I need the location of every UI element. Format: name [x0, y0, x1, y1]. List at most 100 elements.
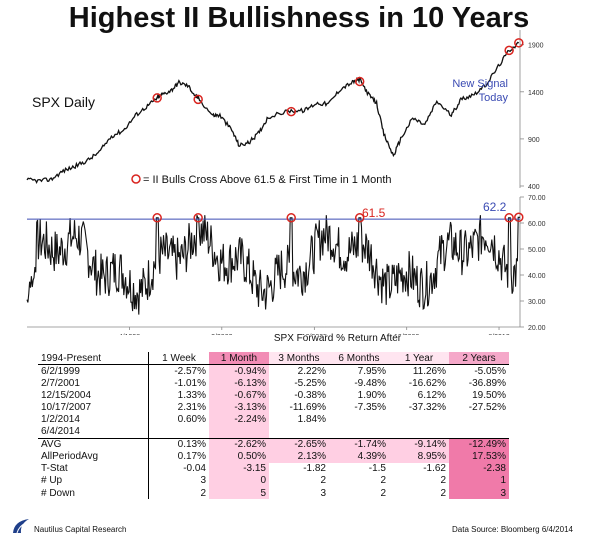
legend-text: = II Bulls Cross Above 61.5 & First Time… [143, 174, 392, 186]
value-cell: 2.13% [269, 450, 329, 463]
bottom-x-tick-label: 4/1998 [119, 334, 141, 335]
value-cell: 1 Week [148, 352, 209, 366]
spx-series-label: SPX Daily [32, 94, 95, 110]
value-cell: -2.62% [209, 438, 269, 451]
footer-source-right: Data Source: Bloomberg 6/4/2014 [452, 525, 573, 534]
value-cell: -11.69% [289, 401, 326, 413]
footer-source-left: Nautilus Capital Research [34, 525, 127, 534]
value-cell: -9.48% [354, 377, 386, 389]
value-cell: -7.35% [354, 401, 386, 413]
bottom-x-tick-label: 10/2009 [394, 334, 419, 335]
value-cell: 1 Year [389, 352, 449, 366]
value-cell: 2 Years [449, 352, 509, 366]
value-cell: -2.24% [209, 413, 269, 426]
bottom-y-tick-label: 30.00 [528, 299, 546, 306]
row-label-cell: 2/7/2001 [41, 377, 80, 389]
value-cell: 2 [440, 487, 446, 499]
value-cell: 4.39% [329, 450, 389, 463]
value-cell: 1 [449, 474, 509, 488]
value-cell: -1.01% [148, 377, 209, 390]
row-label-cell: 6/2/1999 [41, 365, 80, 377]
value-cell: 2.31% [148, 401, 209, 414]
value-cell: 3 [148, 474, 209, 488]
value-cell: 0.17% [148, 450, 209, 463]
spx-signal-marker [193, 94, 203, 105]
table-row: 6/2/1999 -2.57% -0.94% 2.22% 7.95% 11.26% -5.0… [38, 364, 509, 378]
bottom-y-tick-label: 40.00 [528, 273, 546, 280]
value-cell: -1.74% [329, 438, 389, 451]
value-cell: -9.14% [389, 438, 449, 451]
value-cell: -12.49% [449, 438, 509, 451]
value-cell: -16.62% [408, 377, 446, 389]
table-row: 12/15/2004 1.33% -0.67% -0.38% 1.90% 6.12% 19.… [38, 389, 509, 402]
table-title: SPX Forward % Return After [273, 333, 402, 344]
value-cell: 19.50% [472, 389, 506, 401]
value-cell: 2 [440, 475, 446, 487]
row-label-cell: T-Stat [41, 463, 68, 475]
row-label-cell: # Up [41, 475, 63, 487]
chart-area: 1900 1400 900 400 SPX Daily New Signal Today = … [26, 30, 546, 335]
value-cell: 2 [320, 475, 326, 487]
value-cell: 17.53% [449, 450, 509, 463]
value-cell: 1 Month [209, 352, 269, 366]
value-cell: 3 Months [269, 352, 329, 366]
value-cell: -2.57% [148, 364, 209, 378]
value-cell: -1.5 [368, 463, 386, 475]
value-cell: 7.95% [357, 365, 386, 377]
ii-signal-marker [193, 213, 203, 223]
bottom-y-tick-label: 60.00 [528, 221, 546, 228]
value-cell: 11.26% [412, 365, 446, 377]
value-cell: 2.22% [297, 365, 326, 377]
ii-signal-marker [514, 212, 524, 223]
value-cell: 2 [380, 487, 386, 499]
bottom-y-tick-label: 20.00 [528, 325, 546, 332]
bottom-x-tick-label: 2/2002 [211, 334, 233, 335]
legend-marker-icon [131, 174, 141, 184]
table-row: 6/4/2014 [38, 425, 509, 439]
value-cell: 5 [209, 487, 269, 500]
row-label-cell: 1/2/2014 [41, 414, 80, 426]
spx-signal-marker [152, 93, 162, 103]
value-cell: 3 [449, 487, 509, 500]
ii-signal-marker [286, 213, 296, 223]
value-cell: -1.62 [423, 463, 446, 475]
value-cell: -0.94% [209, 364, 269, 378]
value-cell: -1.82 [303, 463, 326, 475]
value-cell: -36.89% [468, 377, 506, 389]
row-label-cell: 12/15/2004 [41, 389, 92, 401]
table-row: 10/17/2007 2.31% -3.13% -11.69% -7.35% -37.32… [38, 401, 509, 414]
table-row: 2/7/2001 -1.01% -6.13% -5.25% -9.48% -16.62% -… [38, 377, 509, 390]
bottom-x-tick-label: 8/2013 [488, 334, 510, 335]
bottom-x-tick-label: 12/2005 [302, 334, 327, 335]
row-label-cell: AllPeriodAvg [41, 451, 99, 463]
value-cell: -3.15 [209, 462, 269, 475]
value-cell: 3 [320, 487, 326, 499]
bottom-y-tick-label: 50.00 [528, 247, 546, 254]
value-cell: 0 [209, 474, 269, 488]
value-cell [329, 413, 389, 425]
row-label-cell: 1994-Present [38, 352, 149, 366]
value-cell: 6.12% [417, 389, 446, 401]
stats-row: AllPeriodAvg 0.17% 0.50% 2.13% 4.39% 8.95% 17.… [38, 450, 509, 463]
value-cell [449, 413, 509, 425]
ii-bulls-line [26, 215, 520, 315]
threshold-label: 61.5 [362, 206, 386, 220]
spx-signal-marker [504, 45, 514, 56]
spx-signal-marker [286, 106, 296, 117]
value-cell: -27.52% [468, 401, 506, 413]
top-y-tick-label: 1400 [528, 90, 544, 97]
row-label-cell: 10/17/2007 [41, 401, 92, 413]
returns-table: 1994-Present 1 Week 1 Month 3 Months 6 Month… [38, 352, 509, 500]
value-cell: -0.04 [148, 462, 209, 475]
row-label-cell: 6/4/2014 [38, 425, 149, 439]
stats-row: # Down 2 5 3 2 2 3 [38, 487, 509, 500]
value-cell [148, 425, 209, 439]
value-cell [209, 425, 269, 439]
row-label-cell: AVG [41, 439, 62, 451]
value-cell [329, 425, 389, 439]
value-cell: -37.32% [408, 401, 446, 413]
value-cell: 0.50% [209, 450, 269, 463]
chart-title: Highest II Bullishness in 10 Years [68, 2, 530, 34]
value-cell: -3.13% [209, 401, 269, 414]
stats-row: AVG 0.13% -2.62% -2.65% -1.74% -9.14% -12.49% [38, 438, 509, 451]
